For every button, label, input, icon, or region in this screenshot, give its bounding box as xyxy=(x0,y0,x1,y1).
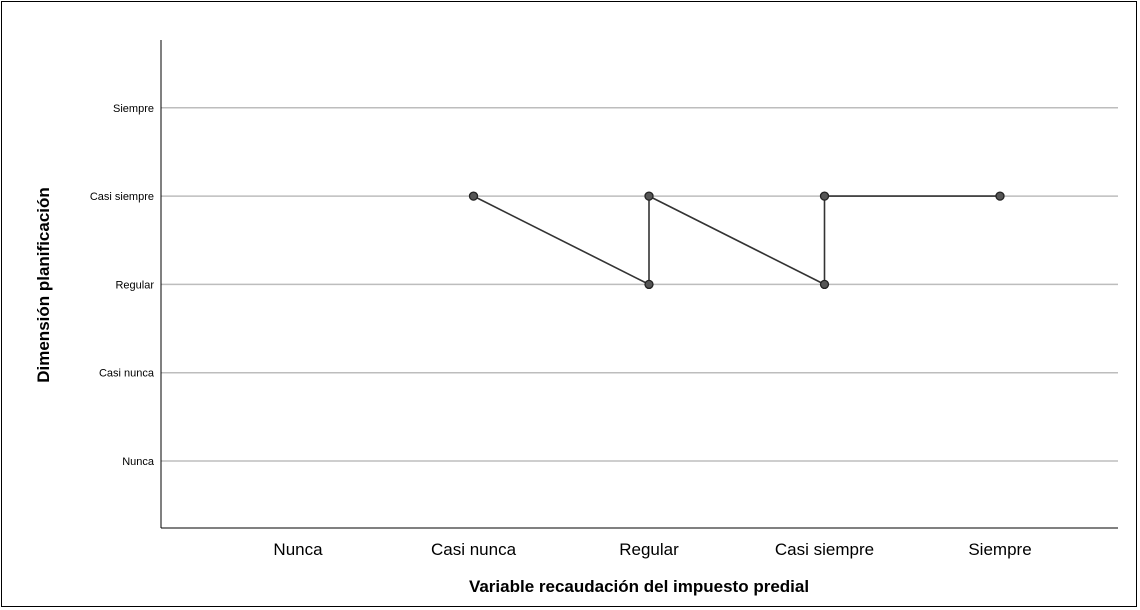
y-tick-label: Casi nunca xyxy=(99,368,155,380)
y-tick-label: Nunca xyxy=(122,456,155,468)
x-tick-label: Nunca xyxy=(273,540,323,559)
series-line-segment xyxy=(473,195,650,286)
y-tick-labels: Nunca Casi nunca Regular Casi siempre Siempr… xyxy=(90,103,155,468)
data-point xyxy=(819,191,830,201)
data-point xyxy=(644,191,654,201)
x-tick-labels: Nunca Casi nunca Regular Casi siempre Siempr… xyxy=(273,540,1031,559)
x-tick-label: Siempre xyxy=(968,540,1031,559)
data-point xyxy=(995,191,1005,201)
x-axis-title: Variable recaudación del impuesto predia… xyxy=(469,577,809,596)
y-tick-label: Regular xyxy=(115,279,154,291)
y-tick-label: Casi siempre xyxy=(90,191,154,203)
series-markers xyxy=(468,191,1005,290)
grid-lines xyxy=(161,107,1118,462)
x-tick-label: Casi nunca xyxy=(431,540,517,559)
y-tick-label: Siempre xyxy=(113,103,154,115)
series-line-segment xyxy=(648,195,825,286)
series-lines xyxy=(473,195,1000,286)
data-point xyxy=(468,191,479,201)
x-tick-label: Casi siempre xyxy=(775,540,874,559)
axes xyxy=(160,40,1118,529)
y-axis-title: Dimensión planificación xyxy=(34,187,53,383)
data-point xyxy=(819,279,830,290)
data-point xyxy=(644,279,654,290)
x-tick-label: Regular xyxy=(619,540,679,559)
